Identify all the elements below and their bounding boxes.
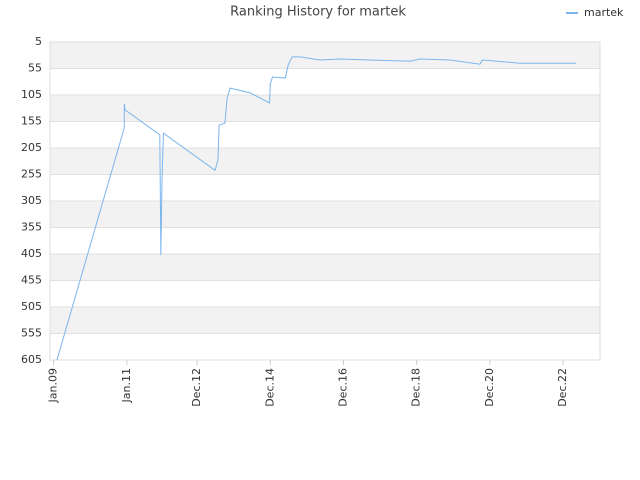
y-tick-label: 605	[21, 353, 42, 366]
x-tick-label: Dec.12	[190, 368, 203, 407]
y-tick-label: 155	[21, 115, 42, 128]
grid-band	[50, 307, 600, 334]
x-tick-label: Dec.22	[556, 368, 569, 407]
y-tick-label: 305	[21, 194, 42, 207]
y-tick-label: 405	[21, 247, 42, 260]
y-tick-label: 105	[21, 88, 42, 101]
chart-title: Ranking History for martek	[230, 5, 406, 20]
y-tick-label: 355	[21, 221, 42, 234]
grid-band	[50, 201, 600, 228]
y-tick-label: 55	[28, 62, 42, 75]
x-tick-label: Dec.20	[483, 368, 496, 407]
x-tick-label: Dec.14	[263, 368, 276, 407]
y-tick-label: 455	[21, 274, 42, 287]
grid-band	[50, 254, 600, 281]
grid-band	[50, 42, 600, 69]
grid-band	[50, 95, 600, 122]
y-tick-label: 5	[35, 35, 42, 48]
line	[56, 56, 577, 361]
y-tick-label: 255	[21, 168, 42, 181]
y-tick-label: 555	[21, 327, 42, 340]
y-tick-label: 505	[21, 300, 42, 313]
legend-label: martek	[584, 6, 624, 19]
x-tick-label: Jan.09	[47, 368, 60, 403]
x-tick-label: Jan.11	[120, 368, 133, 403]
grid-band	[50, 148, 600, 175]
y-tick-label: 205	[21, 141, 42, 154]
x-tick-label: Dec.16	[336, 368, 349, 407]
x-tick-label: Dec.18	[410, 368, 423, 407]
plot-border	[49, 41, 601, 361]
